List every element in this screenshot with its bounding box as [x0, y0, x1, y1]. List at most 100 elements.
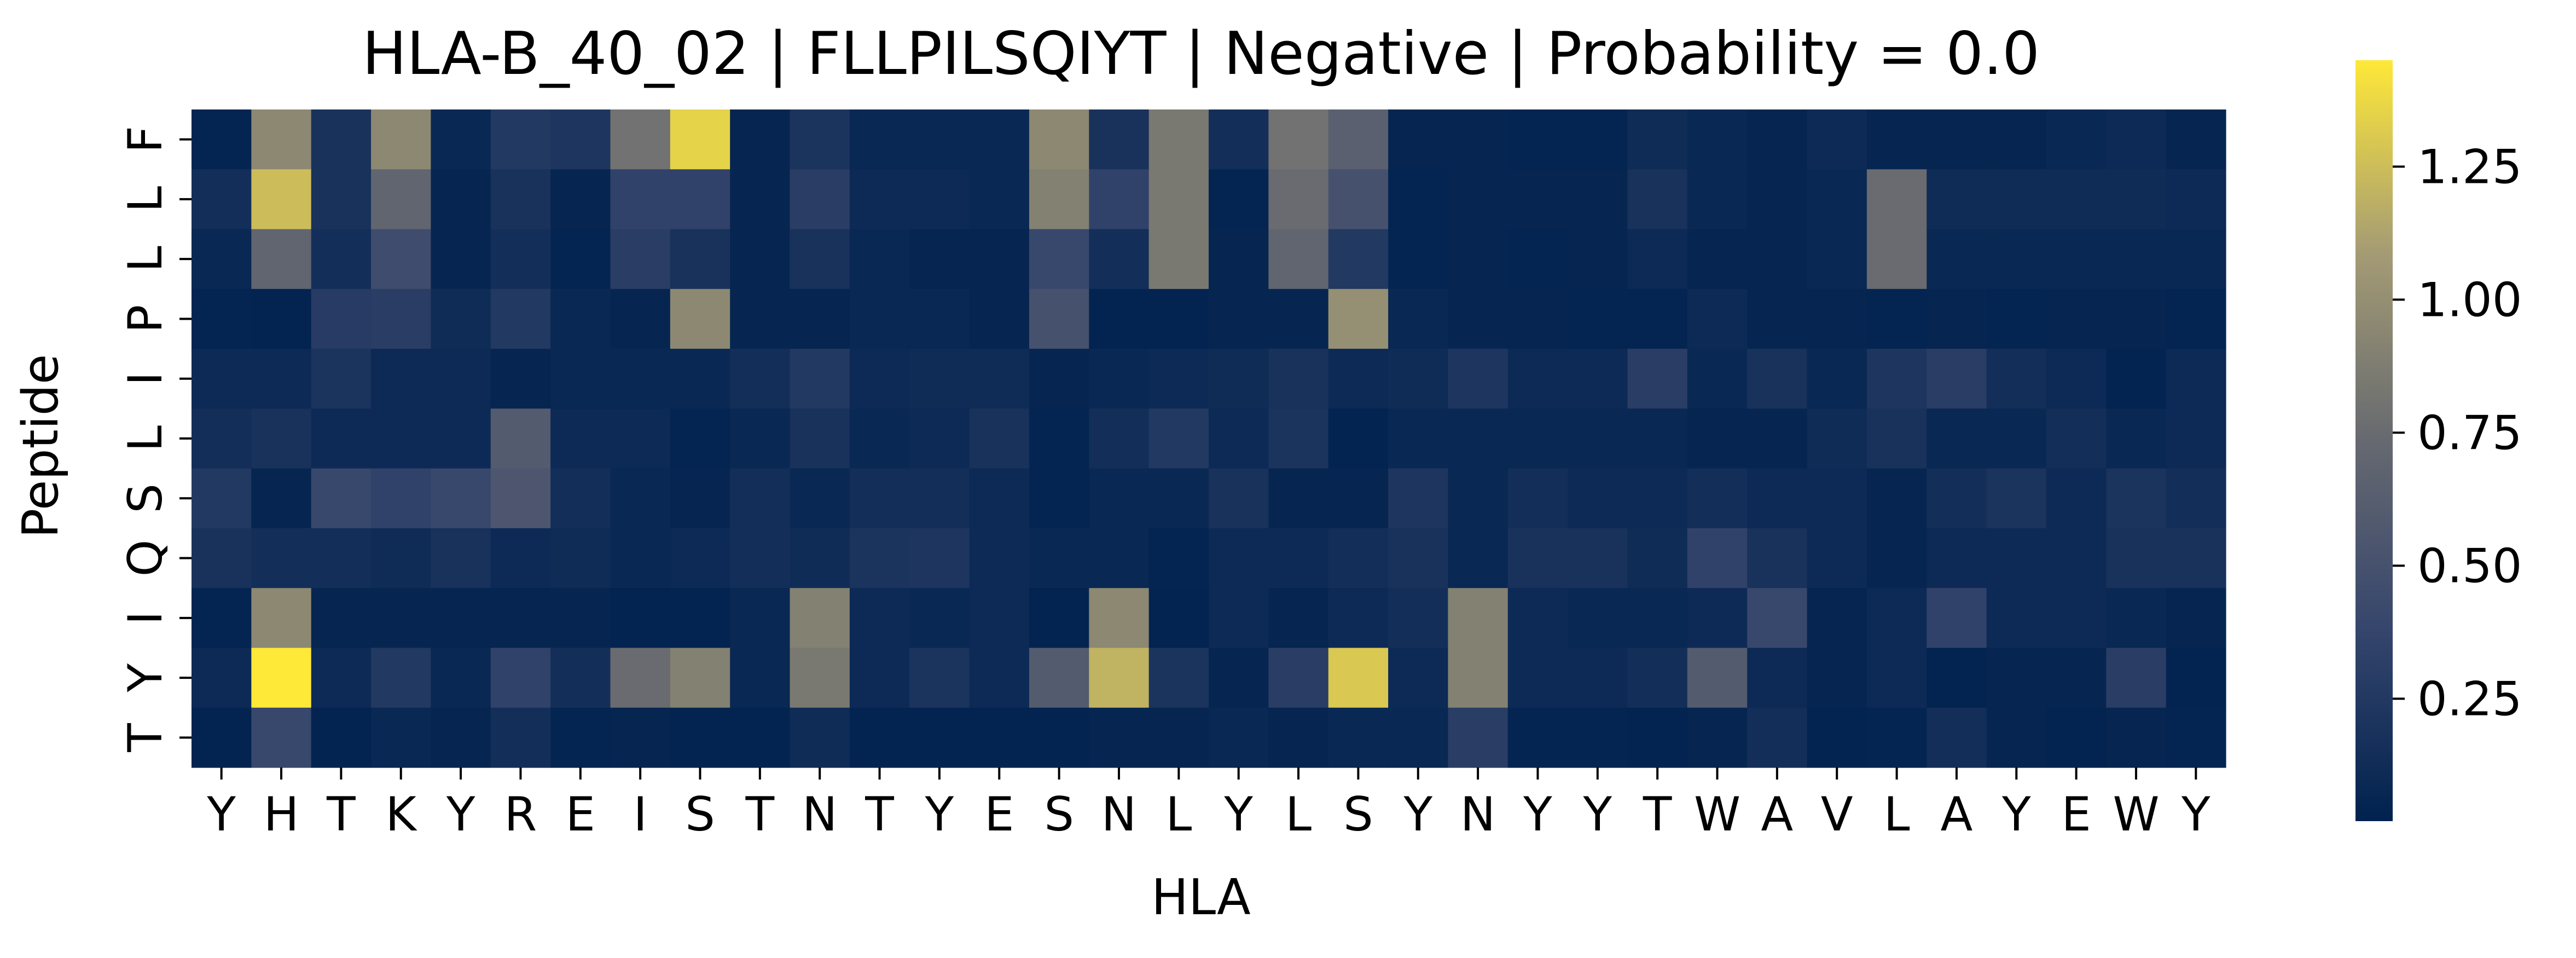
heatmap-cell	[1209, 288, 1269, 349]
heatmap-cell	[490, 229, 551, 290]
heatmap-cell	[670, 588, 730, 649]
heatmap-cell	[1209, 349, 1269, 409]
heatmap-cell	[1148, 588, 1209, 649]
heatmap-cell	[849, 648, 910, 708]
heatmap-cell	[1807, 288, 1867, 349]
heatmap-cell	[1568, 109, 1628, 170]
heatmap-cell	[1209, 109, 1269, 170]
heatmap-cell	[1568, 408, 1628, 469]
heatmap-cell	[670, 229, 730, 290]
heatmap-cell	[1986, 468, 2047, 529]
heatmap-cell	[1807, 468, 1867, 529]
heatmap-cell	[490, 408, 551, 469]
heatmap-cell	[1268, 408, 1329, 469]
heatmap-cell	[192, 408, 252, 469]
heatmap-cell	[1448, 588, 1509, 649]
heatmap-cell	[1927, 707, 1987, 768]
heatmap-cell	[1328, 349, 1389, 409]
heatmap-cell	[1687, 229, 1748, 290]
heatmap-cell	[1807, 707, 1867, 768]
heatmap-cell	[251, 588, 312, 649]
x-tick-label: Y	[1403, 787, 1432, 842]
heatmap-cell	[311, 288, 372, 349]
heatmap-cell	[1388, 648, 1449, 708]
heatmap-cell	[1507, 229, 1568, 290]
heatmap-cell	[909, 528, 970, 588]
heatmap-cell	[1687, 648, 1748, 708]
x-tick-label: Y	[1523, 787, 1552, 842]
heatmap-cell	[1747, 588, 1808, 649]
x-tick-label: W	[1694, 787, 1740, 842]
heatmap-cell	[1507, 528, 1568, 588]
y-tick-label: F	[118, 126, 173, 153]
heatmap-cells	[192, 109, 2226, 768]
heatmap-cell	[1568, 349, 1628, 409]
heatmap-cell	[311, 588, 372, 649]
heatmap-cell	[1388, 528, 1449, 588]
heatmap-cell	[610, 408, 671, 469]
heatmap-cell	[610, 349, 671, 409]
heatmap-cell	[1089, 288, 1150, 349]
heatmap-cell	[1986, 229, 2047, 290]
heatmap-cell	[1148, 288, 1209, 349]
heatmap-cell	[969, 109, 1030, 170]
heatmap-cell	[1029, 229, 1089, 290]
heatmap-cell	[730, 408, 791, 469]
heatmap-cell	[1209, 229, 1269, 290]
heatmap-cell	[1089, 169, 1150, 230]
heatmap-cell	[1687, 528, 1748, 588]
heatmap-cell	[371, 408, 432, 469]
heatmap-cell	[2046, 707, 2107, 768]
heatmap-cell	[1627, 408, 1688, 469]
heatmap-cell	[2106, 528, 2167, 588]
heatmap-cell	[431, 588, 491, 649]
heatmap-cell	[1029, 588, 1089, 649]
heatmap-cell	[550, 288, 611, 349]
heatmap-cell	[1986, 648, 2047, 708]
heatmap-cell	[1388, 468, 1449, 529]
heatmap-cell	[969, 408, 1030, 469]
heatmap-cell	[2046, 528, 2107, 588]
heatmap-cell	[909, 229, 970, 290]
heatmap-cell	[192, 707, 252, 768]
heatmap-cell	[849, 349, 910, 409]
heatmap-cell	[550, 169, 611, 230]
heatmap-cell	[849, 707, 910, 768]
heatmap-cell	[1807, 528, 1867, 588]
heatmap-cell	[1807, 109, 1867, 170]
heatmap-cell	[490, 169, 551, 230]
heatmap-cell	[550, 528, 611, 588]
heatmap-cell	[550, 468, 611, 529]
heatmap-cell	[1568, 288, 1628, 349]
heatmap-cell	[490, 468, 551, 529]
heatmap-cell	[251, 109, 312, 170]
heatmap-cell	[1866, 408, 1927, 469]
heatmap-cell	[670, 707, 730, 768]
heatmap-cell	[909, 648, 970, 708]
heatmap-cell	[2106, 229, 2167, 290]
heatmap-cell	[1568, 229, 1628, 290]
heatmap-cell	[1687, 707, 1748, 768]
heatmap-cell	[1268, 229, 1329, 290]
heatmap-cell	[1448, 349, 1509, 409]
heatmap-cell	[1507, 408, 1568, 469]
heatmap-cell	[431, 169, 491, 230]
heatmap-cell	[909, 408, 970, 469]
heatmap-cell	[1747, 288, 1808, 349]
heatmap-cell	[490, 288, 551, 349]
heatmap-cell	[1568, 588, 1628, 649]
x-tick-label: V	[1821, 787, 1853, 842]
heatmap-cell	[2166, 349, 2226, 409]
heatmap-cell	[849, 169, 910, 230]
heatmap-cell	[2106, 109, 2167, 170]
heatmap-cell	[1507, 349, 1568, 409]
heatmap-cell	[849, 588, 910, 649]
heatmap-cell	[1927, 468, 1987, 529]
heatmap-cell	[1627, 648, 1688, 708]
heatmap-cell	[1866, 109, 1927, 170]
heatmap-cell	[610, 528, 671, 588]
heatmap-cell	[251, 169, 312, 230]
heatmap-cell	[1507, 169, 1568, 230]
heatmap-cell	[490, 648, 551, 708]
heatmap-cell	[670, 528, 730, 588]
